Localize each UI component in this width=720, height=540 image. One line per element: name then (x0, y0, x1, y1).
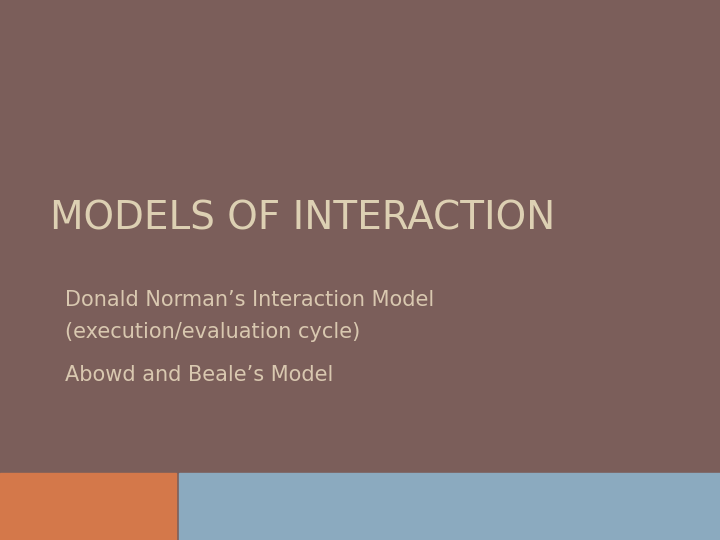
Text: (execution/evaluation cycle): (execution/evaluation cycle) (65, 322, 360, 342)
Bar (179, 472, 720, 540)
Text: Abowd and Beale’s Model: Abowd and Beale’s Model (65, 365, 333, 386)
Text: MODELS OF INTERACTION: MODELS OF INTERACTION (50, 200, 556, 238)
Text: Donald Norman’s Interaction Model: Donald Norman’s Interaction Model (65, 289, 434, 310)
Bar (0, 472, 176, 540)
